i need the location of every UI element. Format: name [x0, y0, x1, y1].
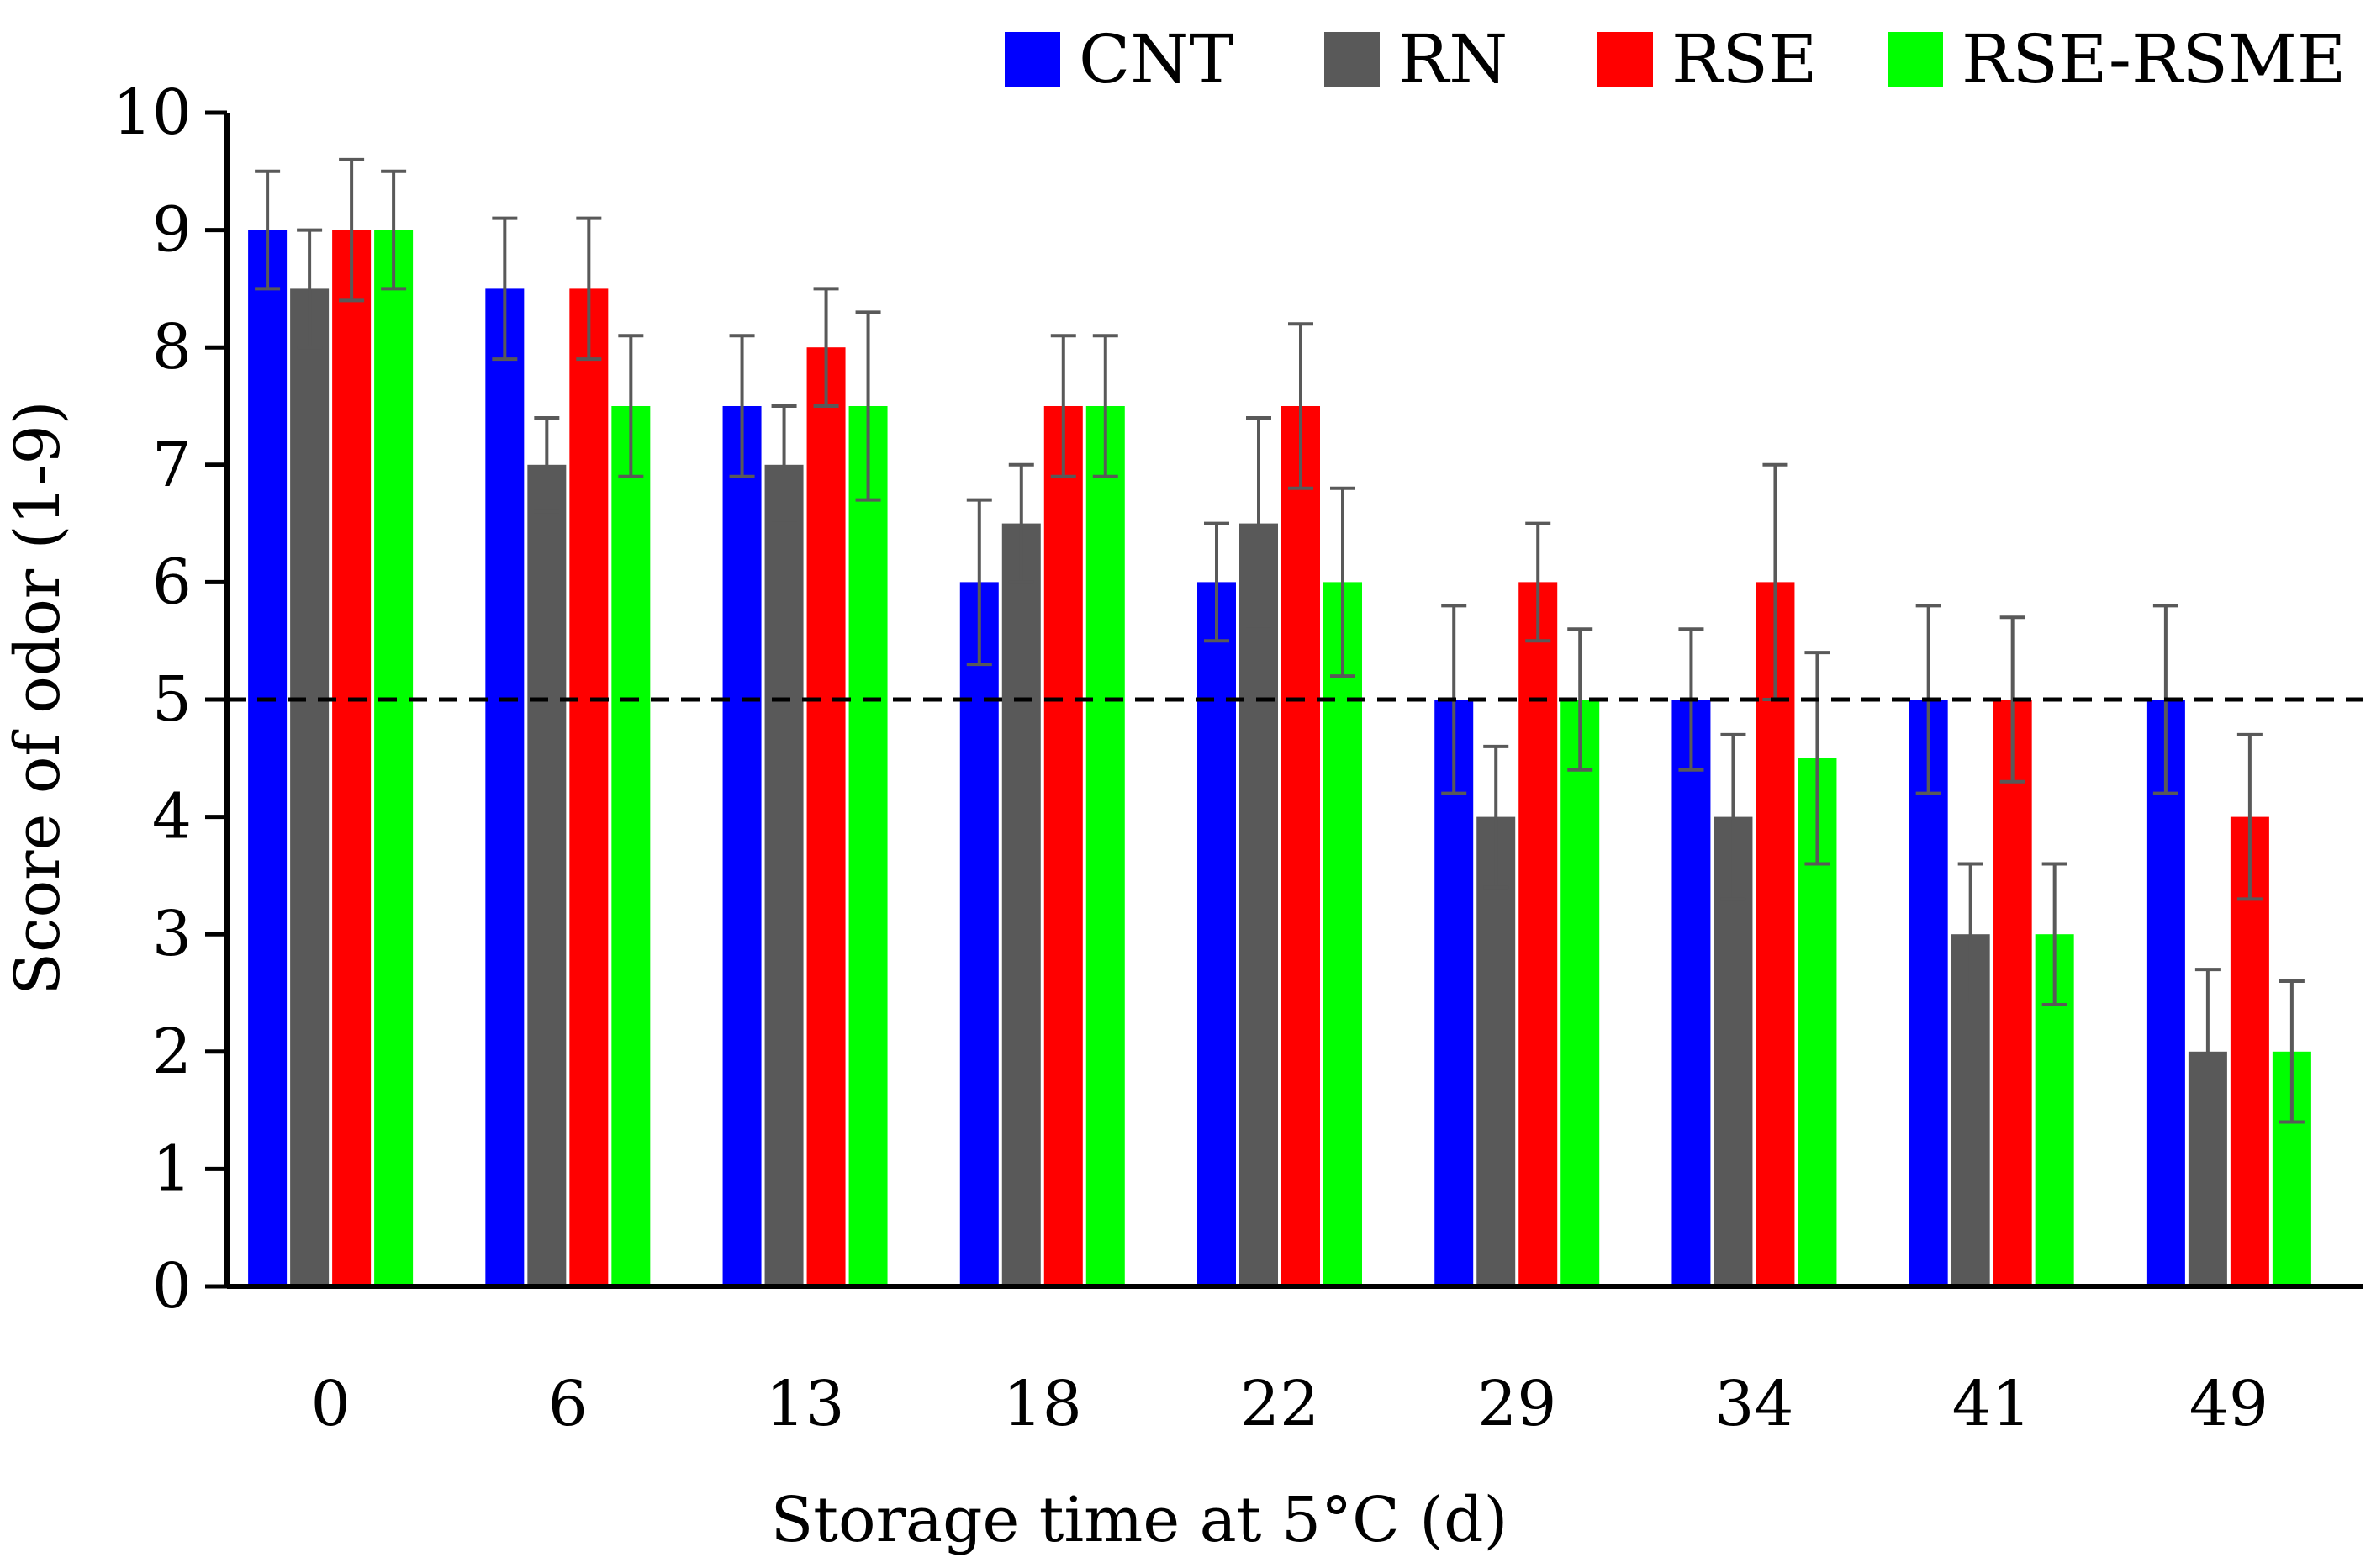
- x-tick-label-49: 49: [2189, 1368, 2268, 1440]
- x-tick-label-41: 41: [1952, 1368, 2031, 1440]
- bar-rn-29: [1476, 816, 1516, 1286]
- bar-rn-6: [527, 464, 567, 1286]
- bar-rse-rsme-6: [611, 406, 651, 1286]
- bar-cnt-29: [1434, 700, 1474, 1286]
- y-tick-label-0: 0: [152, 1250, 192, 1323]
- bar-rse-rsme-13: [848, 406, 888, 1286]
- x-tick-label-22: 22: [1240, 1368, 1319, 1440]
- y-tick-label-4: 4: [152, 781, 192, 853]
- bar-rse-rsme-18: [1085, 406, 1125, 1286]
- x-tick-label-6: 6: [548, 1368, 588, 1440]
- legend-label-rse-rsme: RSE-RSME: [1962, 20, 2346, 98]
- y-tick-label-9: 9: [152, 194, 192, 267]
- y-tick-label-3: 3: [152, 898, 192, 970]
- bar-rse-18: [1043, 406, 1083, 1286]
- y-axis-title: Score of odor (1-9): [2, 400, 74, 995]
- bar-rse-13: [806, 347, 846, 1287]
- bar-cnt-13: [722, 406, 762, 1286]
- bar-rse-6: [569, 288, 609, 1286]
- legend-swatch-rse: [1597, 32, 1653, 87]
- bar-rn-18: [1001, 523, 1041, 1286]
- bar-cnt-18: [959, 582, 999, 1286]
- bar-rse-rsme-29: [1560, 700, 1600, 1286]
- x-tick-label-29: 29: [1477, 1368, 1556, 1440]
- legend-swatch-rn: [1324, 32, 1380, 87]
- bar-rn-13: [764, 464, 804, 1286]
- y-tick-label-8: 8: [152, 311, 192, 383]
- error-bars-layer: [255, 157, 2305, 1136]
- x-tick-label-34: 34: [1714, 1368, 1793, 1440]
- axes-layer: [205, 110, 2363, 1289]
- x-axis-title: Storage time at 5°C (d): [771, 1484, 1508, 1556]
- y-tick-label-1: 1: [152, 1132, 192, 1205]
- bar-cnt-41: [1909, 700, 1948, 1286]
- y-tick-label-10: 10: [113, 77, 192, 149]
- x-tick-label-0: 0: [311, 1368, 351, 1440]
- y-tick-label-2: 2: [152, 1016, 192, 1088]
- bars-layer: [248, 230, 2311, 1287]
- y-tick-label-6: 6: [152, 546, 192, 618]
- bar-rse-22: [1281, 406, 1320, 1286]
- bar-cnt-34: [1671, 700, 1711, 1286]
- x-tick-label-18: 18: [1003, 1368, 1082, 1440]
- legend: CNT RN RSE RSE-RSME: [1005, 20, 2346, 98]
- bar-rse-41: [1993, 700, 2032, 1286]
- legend-label-rse: RSE: [1671, 20, 1817, 98]
- bar-rse-rsme-0: [374, 230, 414, 1287]
- bar-cnt-22: [1197, 582, 1236, 1286]
- bar-rse-29: [1518, 582, 1558, 1286]
- legend-label-cnt: CNT: [1079, 20, 1234, 98]
- bar-rn-22: [1239, 523, 1278, 1286]
- bar-rn-0: [290, 288, 330, 1286]
- y-tick-label-7: 7: [152, 429, 192, 501]
- bar-rse-rsme-22: [1323, 582, 1362, 1286]
- legend-swatch-cnt: [1005, 32, 1060, 87]
- y-tick-label-5: 5: [152, 663, 192, 736]
- bar-rse-0: [332, 230, 372, 1287]
- legend-swatch-rse-rsme: [1888, 32, 1943, 87]
- bar-cnt-0: [248, 230, 288, 1287]
- bar-cnt-6: [485, 288, 525, 1286]
- bar-cnt-49: [2146, 700, 2185, 1286]
- x-tick-label-13: 13: [765, 1368, 844, 1440]
- legend-label-rn: RN: [1398, 20, 1508, 98]
